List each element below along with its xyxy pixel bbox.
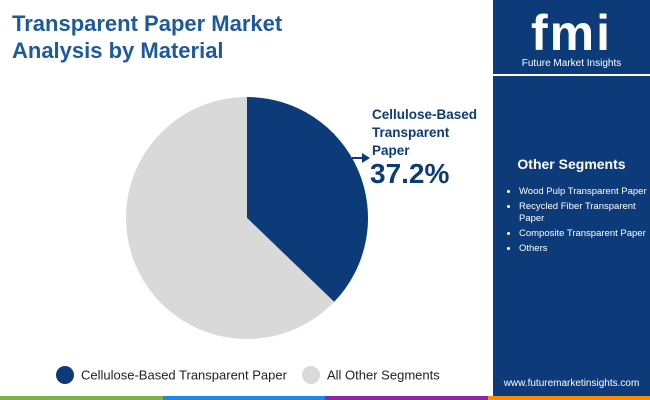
legend-marker xyxy=(56,366,74,384)
callout-label: Cellulose-Based Transparent Paper xyxy=(372,107,478,158)
pie-slice xyxy=(247,97,368,302)
color-strip xyxy=(0,396,650,400)
segment-item: Recycled Fiber Transparent Paper xyxy=(519,201,650,225)
legend-label: Cellulose-Based Transparent Paper xyxy=(81,367,288,382)
chart-title: Transparent Paper Market Analysis by Mat… xyxy=(12,11,283,63)
brand: Future Market Insights xyxy=(521,58,622,69)
legend-label: All Other Segments xyxy=(327,367,440,382)
segment-item: Wood Pulp Transparent Paper xyxy=(519,186,650,198)
value-label: 37.2% xyxy=(370,158,450,189)
website: www.futuremarketinsights.com xyxy=(503,378,640,389)
chart: Cellulose-Based Transparent Paper All Oth… xyxy=(56,97,440,384)
sidebar: fmi Future Market Insights Other Segment… xyxy=(493,0,650,396)
separator xyxy=(493,74,650,76)
legend-marker xyxy=(302,366,320,384)
segment-list: Wood Pulp Transparent Paper Recycled Fib… xyxy=(505,186,650,258)
callout-arrow xyxy=(362,153,370,163)
pie-slice xyxy=(125,97,335,340)
segment-item: Composite Transparent Paper xyxy=(519,228,650,240)
logo: fmi xyxy=(531,5,612,61)
segments-heading: Other Segments xyxy=(517,156,626,172)
segment-item: Others xyxy=(519,243,650,255)
